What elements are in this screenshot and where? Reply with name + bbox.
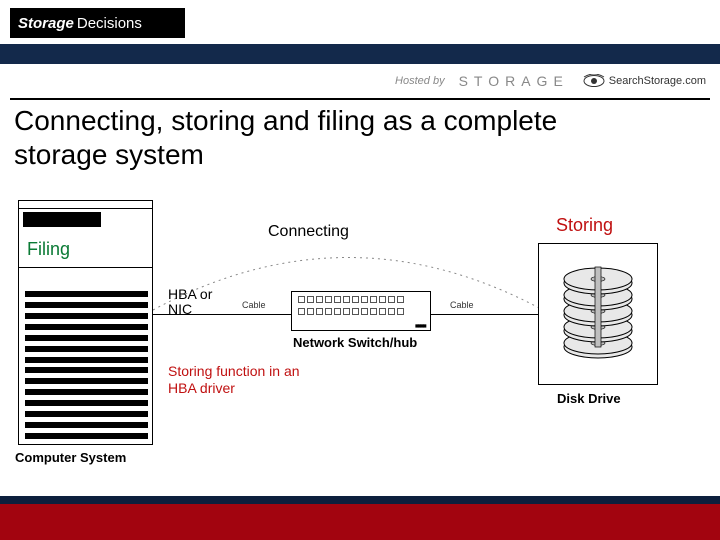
switch-port — [316, 296, 323, 303]
computer-stripe — [25, 400, 148, 406]
storing-label: Storing — [556, 215, 613, 236]
switch-port — [361, 308, 368, 315]
switch-ports-row2 — [298, 308, 404, 315]
switch-port — [352, 308, 359, 315]
switch-port — [343, 308, 350, 315]
computer-stripe — [25, 291, 148, 297]
connecting-label: Connecting — [268, 223, 349, 241]
cable-label-left: Cable — [242, 300, 266, 310]
switch-indicator-dots: ▪▪▪▪ — [415, 318, 425, 333]
storing-function-label: Storing function in an HBA driver — [168, 363, 328, 397]
computer-stripe — [25, 302, 148, 308]
switch-port — [370, 296, 377, 303]
network-switch-box: ▪▪▪▪ — [291, 291, 431, 331]
switch-port — [316, 308, 323, 315]
switch-ports-row1 — [298, 296, 404, 303]
cable-label-right: Cable — [450, 300, 474, 310]
switch-port — [352, 296, 359, 303]
title-rule — [10, 98, 710, 100]
switch-port — [388, 308, 395, 315]
searchstorage-text: SearchStorage.com — [609, 75, 706, 87]
searchstorage-brand: SearchStorage.com — [583, 74, 706, 88]
computer-stripe — [25, 335, 148, 341]
disk-caption: Disk Drive — [557, 391, 621, 406]
switch-port — [298, 308, 305, 315]
storage-diagram: Filing Computer System HBA orNIC Storing… — [18, 195, 698, 485]
computer-stripe — [25, 367, 148, 373]
switch-port — [379, 296, 386, 303]
header-band — [0, 44, 720, 64]
computer-top-strip — [19, 201, 152, 209]
switch-port — [397, 308, 404, 315]
computer-stripe — [25, 324, 148, 330]
switch-port — [325, 308, 332, 315]
header: Storage Decisions — [0, 0, 720, 48]
cable-left — [153, 314, 291, 315]
computer-stripes — [25, 291, 148, 439]
footer-red-bar — [0, 504, 720, 540]
switch-port — [343, 296, 350, 303]
computer-stripe — [25, 313, 148, 319]
switch-port — [307, 308, 314, 315]
switch-port — [370, 308, 377, 315]
computer-stripe — [25, 346, 148, 352]
switch-port — [298, 296, 305, 303]
cable-right — [431, 314, 539, 315]
computer-caption: Computer System — [15, 450, 126, 465]
computer-stripe — [25, 357, 148, 363]
footer-navy-strip — [0, 496, 720, 504]
filing-rule — [19, 267, 152, 268]
computer-stripe — [25, 389, 148, 395]
logo-part2: Decisions — [77, 15, 142, 32]
switch-port — [379, 308, 386, 315]
logo-part1: Storage — [18, 15, 74, 32]
filing-label: Filing — [27, 239, 70, 260]
eye-icon — [583, 74, 605, 88]
hosted-by-label: Hosted by — [395, 75, 445, 87]
computer-black-bar — [23, 212, 101, 227]
computer-stripe — [25, 378, 148, 384]
computer-stripe — [25, 422, 148, 428]
disk-drive-box — [538, 243, 658, 385]
switch-port — [397, 296, 404, 303]
page-title: Connecting, storing and filing as a comp… — [14, 104, 614, 171]
switch-port — [361, 296, 368, 303]
computer-stripe — [25, 411, 148, 417]
disk-platters-icon — [558, 259, 638, 369]
switch-port — [388, 296, 395, 303]
switch-port — [307, 296, 314, 303]
switch-caption: Network Switch/hub — [293, 335, 417, 350]
hosted-bar: Hosted by STORAGE SearchStorage.com — [0, 66, 720, 96]
switch-port — [334, 308, 341, 315]
switch-port — [334, 296, 341, 303]
computer-stripe — [25, 433, 148, 439]
switch-port — [325, 296, 332, 303]
computer-system-box: Filing — [18, 200, 153, 445]
storage-brand: STORAGE — [459, 73, 569, 89]
logo: Storage Decisions — [10, 8, 185, 38]
